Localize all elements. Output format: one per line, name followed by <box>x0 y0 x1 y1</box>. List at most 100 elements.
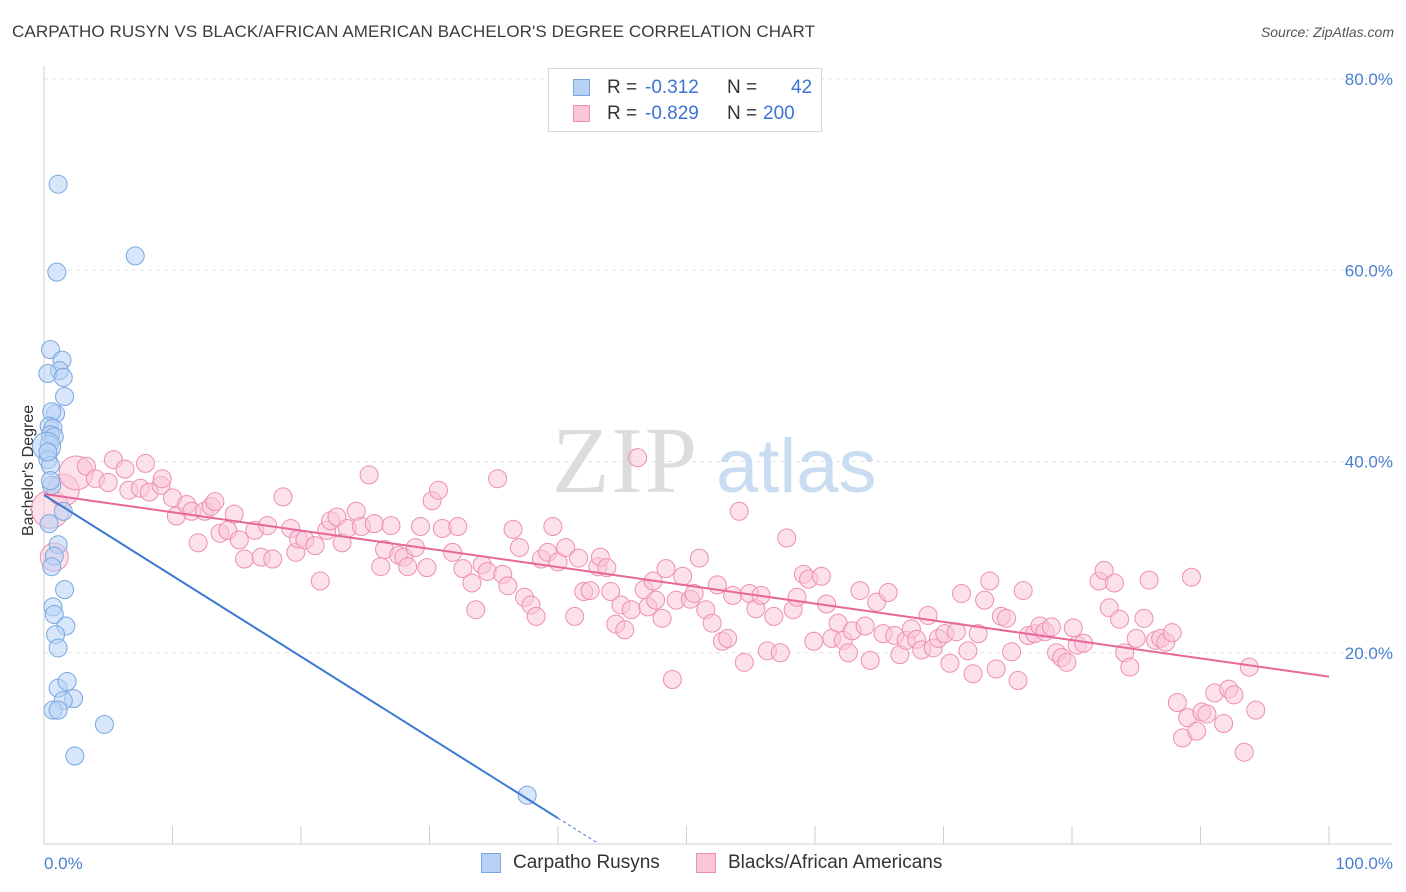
point-black-african-american <box>684 583 704 603</box>
point-black-african-american <box>787 587 807 607</box>
legend-n-label: N = <box>727 103 758 124</box>
bottom-legend-label-carpatho: Carpatho Rusyns <box>513 852 660 873</box>
point-black-african-american <box>234 549 254 569</box>
point-black-african-american <box>1162 623 1182 643</box>
point-carpatho-rusyn <box>44 605 64 624</box>
point-black-african-american <box>1234 742 1254 762</box>
point-black-african-american <box>205 492 225 512</box>
y-tick-label: 60.0% <box>1345 261 1393 280</box>
y-tick-label: 80.0% <box>1345 70 1393 89</box>
point-black-african-american <box>1057 652 1077 672</box>
point-black-african-american <box>477 561 497 581</box>
point-black-african-american <box>381 516 401 536</box>
point-black-african-american <box>850 581 870 601</box>
point-black-african-american <box>428 480 448 500</box>
point-black-african-american <box>1063 618 1083 638</box>
legend-r-value: -0.829 <box>645 103 699 124</box>
point-black-african-american <box>1126 628 1146 648</box>
watermark-atlas: atlas <box>716 424 877 509</box>
point-black-african-american <box>580 581 600 601</box>
point-black-african-american <box>371 557 391 577</box>
point-black-african-american <box>1094 561 1114 581</box>
legend-r-value: -0.312 <box>645 77 699 98</box>
point-black-african-american <box>1182 567 1202 587</box>
point-black-african-american <box>359 465 379 485</box>
point-black-african-american <box>940 653 960 673</box>
point-black-african-american <box>509 538 529 558</box>
point-black-african-american <box>1041 617 1061 637</box>
point-black-african-american <box>597 558 617 578</box>
point-black-african-american <box>565 606 585 626</box>
point-black-african-american <box>860 650 880 670</box>
point-black-african-american <box>1013 581 1033 601</box>
trend-line-carpatho-extension <box>557 817 597 843</box>
point-black-african-american <box>1120 657 1140 677</box>
point-black-african-american <box>488 469 508 489</box>
watermark: ZIP atlas <box>552 409 877 513</box>
legend-r-label: R = <box>607 77 638 98</box>
point-carpatho-rusyn <box>48 174 68 194</box>
point-black-african-american <box>1008 670 1028 690</box>
point-black-african-american <box>980 571 1000 591</box>
point-black-african-american <box>466 600 486 620</box>
chart-source: Source: ZipAtlas.com <box>1260 24 1394 40</box>
point-black-african-american <box>411 517 431 537</box>
point-black-african-american <box>975 590 995 610</box>
point-black-african-american <box>136 453 156 473</box>
point-carpatho-rusyn <box>48 700 68 720</box>
point-black-african-american <box>689 548 709 568</box>
y-tick-labels: 20.0% 40.0% 60.0% 80.0% <box>1345 70 1393 663</box>
point-black-african-american <box>115 459 135 479</box>
point-carpatho-rusyn <box>40 471 60 491</box>
point-carpatho-rusyn <box>42 557 62 577</box>
trend-line-black <box>43 493 1330 678</box>
point-black-african-american <box>1167 692 1187 712</box>
legend-n-label: N = <box>727 77 758 98</box>
point-black-african-american <box>305 536 325 556</box>
point-black-african-american <box>656 559 676 579</box>
point-black-african-american <box>569 548 589 568</box>
point-black-african-american <box>263 549 283 569</box>
point-black-african-american <box>1197 704 1217 724</box>
point-black-african-american <box>229 530 249 550</box>
legend-swatch-pink <box>573 105 590 122</box>
point-carpatho-rusyn <box>53 501 73 521</box>
point-black-african-american <box>996 608 1016 628</box>
point-carpatho-rusyn <box>65 746 85 766</box>
x-tick-label: 0.0% <box>44 854 83 873</box>
point-black-african-american <box>498 576 518 596</box>
point-black-african-american <box>1134 608 1154 628</box>
point-black-african-american <box>1104 573 1124 593</box>
point-black-african-american <box>838 643 858 663</box>
correlation-legend: R = -0.312 N = 42 R = -0.829 N = 200 <box>548 68 822 132</box>
legend-n-value: 42 <box>791 77 813 98</box>
point-black-african-american <box>951 583 971 603</box>
point-black-african-american <box>734 652 754 672</box>
point-black-african-american <box>310 571 330 591</box>
point-black-african-american <box>398 557 418 577</box>
point-black-african-american <box>811 566 831 586</box>
point-black-african-american <box>543 517 563 537</box>
point-carpatho-rusyn <box>53 367 73 387</box>
point-black-african-american <box>448 517 468 537</box>
legend-n-value: 200 <box>763 103 795 124</box>
point-carpatho-rusyn <box>55 580 75 600</box>
bottom-legend-swatch-blue <box>481 853 501 873</box>
trend-lines <box>43 493 1330 843</box>
point-black-african-american <box>958 641 978 661</box>
point-black-african-american <box>1110 609 1130 629</box>
point-carpatho-rusyn <box>125 246 145 266</box>
point-black-african-american <box>1187 721 1207 741</box>
point-black-african-american <box>804 631 824 651</box>
point-carpatho-rusyn <box>55 386 75 406</box>
bottom-legend-swatch-pink <box>696 853 716 873</box>
point-black-african-american <box>615 620 635 640</box>
point-black-african-american <box>918 605 938 625</box>
point-black-african-american <box>417 558 437 578</box>
point-black-african-american <box>98 473 118 493</box>
point-black-african-american <box>526 606 546 626</box>
point-black-african-american <box>986 659 1006 679</box>
point-black-african-american <box>364 514 384 534</box>
point-black-african-american <box>1139 570 1159 590</box>
point-black-african-american <box>702 613 722 633</box>
